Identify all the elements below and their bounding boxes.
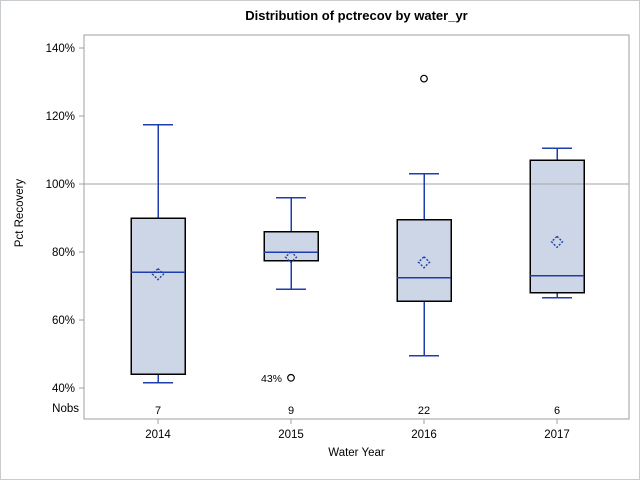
nobs-value: 7 (155, 405, 161, 417)
mean-diamond (550, 235, 564, 249)
nobs-value: 6 (554, 405, 560, 417)
box-fill-2016 (397, 219, 451, 302)
y-tick-label: 60% (52, 315, 75, 327)
plot-frame (83, 34, 630, 420)
x-tick-label: 2017 (544, 429, 570, 441)
box-2015 (263, 230, 319, 262)
y-tick-label: 140% (46, 43, 75, 55)
outlier-marker (420, 74, 428, 83)
nobs-value: 22 (418, 405, 430, 417)
box-fill-2014 (131, 218, 185, 375)
outlier-marker (287, 373, 295, 382)
y-tick-label: 120% (46, 111, 75, 123)
x-axis-title: Water Year (328, 447, 385, 459)
y-tick-label: 40% (52, 383, 75, 395)
box-2017 (529, 159, 585, 294)
mean-diamond (417, 255, 431, 269)
mean-diamond (151, 267, 165, 281)
y-tick-label: 100% (46, 179, 75, 191)
outlier-label: 43% (261, 373, 282, 385)
box-fill-2017 (530, 160, 584, 293)
box-2014 (130, 217, 186, 376)
box-fill-2015 (264, 231, 318, 261)
y-tick-label: 80% (52, 247, 75, 259)
nobs-value: 9 (288, 405, 294, 417)
box-2016 (396, 218, 452, 303)
mean-diamond (284, 250, 298, 264)
x-tick-label: 2016 (411, 429, 437, 441)
nobs-row-label: Nobs (52, 403, 79, 415)
x-tick-label: 2015 (278, 429, 304, 441)
chart-title: Distribution of pctrecov by water_yr (245, 8, 468, 23)
x-tick-label: 2014 (145, 429, 171, 441)
